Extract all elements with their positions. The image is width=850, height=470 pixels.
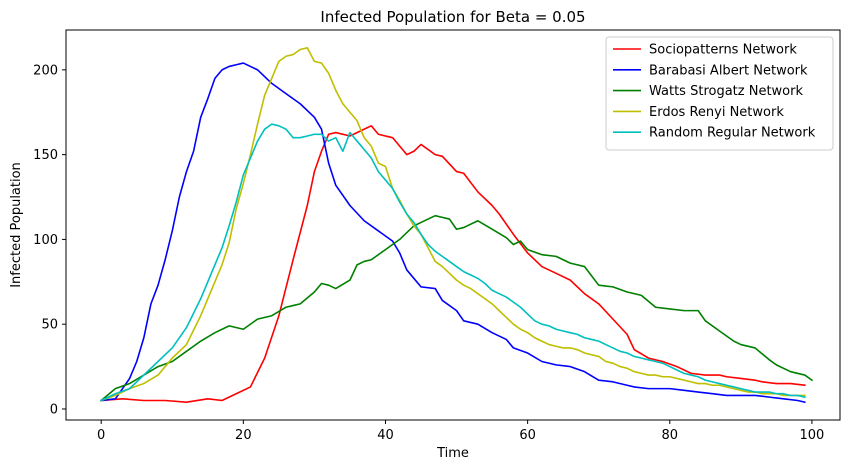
legend: Sociopatterns Network Barabasi Albert Net… [605,36,834,151]
legend-label: Sociopatterns Network [649,43,797,58]
y-tick-label: 150 [33,148,58,163]
x-tick-label: 40 [377,428,394,443]
plot-area [100,47,814,404]
legend-label: Erdos Renyi Network [649,105,784,120]
x-tick-label: 100 [800,428,825,443]
x-tick-label: 0 [97,428,105,443]
x-axis: 0 20 40 60 80 100 [97,420,824,443]
legend-label: Barabasi Albert Network [649,63,808,78]
x-tick-label: 60 [519,428,536,443]
series-line-3 [100,214,814,402]
y-axis: 0 50 100 150 200 [33,63,66,417]
x-axis-label: Time [436,446,469,461]
y-tick-label: 100 [33,233,58,248]
y-tick-label: 200 [33,63,58,78]
legend-frame [605,36,834,151]
y-axis-label: Infected Population [9,162,24,288]
y-tick-label: 50 [41,318,58,333]
legend-label: Watts Strogatz Network [649,84,803,99]
series-line-4 [100,47,806,402]
series-line-5 [100,123,806,402]
chart-title: Infected Population for Beta = 0.05 [320,8,585,26]
legend-label: Random Regular Network [649,126,816,141]
axes-frame [65,29,841,421]
y-tick-label: 0 [50,402,58,417]
x-tick-label: 80 [662,428,679,443]
series-line-2 [100,62,806,404]
series-line-1 [100,125,806,403]
x-tick-label: 20 [235,428,252,443]
